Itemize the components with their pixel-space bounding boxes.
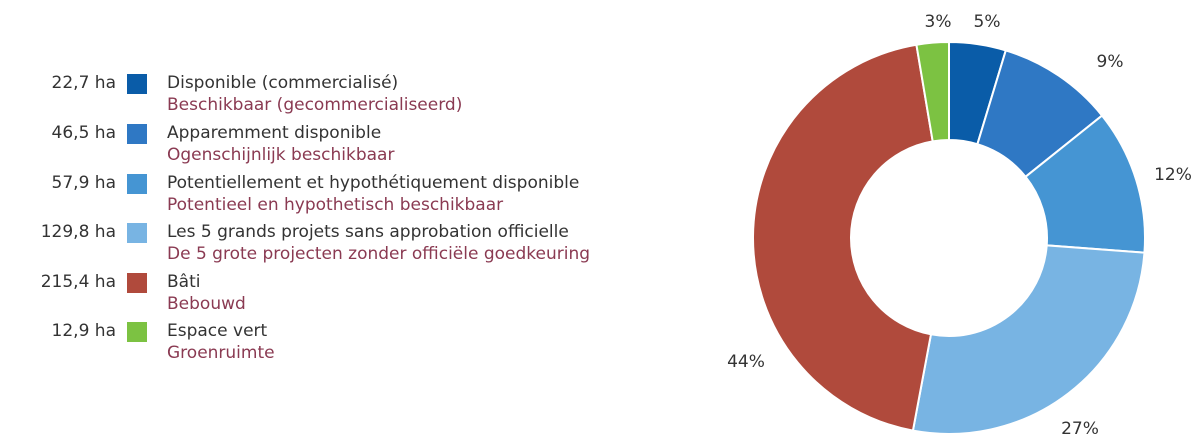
slice-percent-label: 3% (925, 12, 952, 32)
legend-item: 12,9 ha Espace vert Groenruimte (0, 319, 700, 369)
legend-value: 46,5 ha (51, 123, 116, 143)
legend-swatch (127, 74, 147, 94)
legend-swatch (127, 174, 147, 194)
legend-value: 215,4 ha (40, 272, 116, 292)
legend-value: 57,9 ha (51, 173, 116, 193)
legend-item: 46,5 ha Apparemment disponible Ogenschijnl… (0, 121, 700, 171)
slice-percent-label: 27% (1061, 419, 1099, 439)
donut-chart-svg: 5% 9% 12% 27% 44% 3% (727, 12, 1192, 439)
legend-item: 215,4 ha Bâti Bebouwd (0, 270, 700, 320)
legend-value: 12,9 ha (51, 321, 116, 341)
legend-label-nl: Bebouwd (167, 294, 246, 314)
slice-percent-label: 44% (727, 352, 765, 372)
legend-label-fr: Disponible (commercialisé) (167, 73, 399, 93)
legend-swatch (127, 322, 147, 342)
legend-item: 22,7 ha Disponible (commercialisé) Beschik… (0, 71, 700, 121)
legend-swatch (127, 223, 147, 243)
legend-label-fr: Apparemment disponible (167, 123, 382, 143)
legend-label-nl: Ogenschijnlijk beschikbaar (167, 145, 395, 165)
legend-value: 129,8 ha (40, 222, 116, 242)
legend-label-fr: Espace vert (167, 321, 268, 341)
slice-percent-label: 5% (974, 12, 1001, 32)
slice-percent-label: 9% (1097, 52, 1124, 72)
legend-label-nl: Groenruimte (167, 343, 275, 363)
legend-item: 57,9 ha Potentiellement et hypothétiqueme… (0, 171, 700, 221)
legend-swatch (127, 124, 147, 144)
legend-label-nl: De 5 grote projecten zonder officiële go… (167, 244, 591, 264)
donut-slice (915, 40, 950, 143)
legend-value: 22,7 ha (51, 73, 116, 93)
donut-chart: 5% 9% 12% 27% 44% 3% (700, 0, 1203, 439)
legend-item: 129,8 ha Les 5 grands projets sans approb… (0, 220, 700, 270)
legend-label-fr: Bâti (167, 272, 201, 292)
legend-label-nl: Beschikbaar (gecommercialiseerd) (167, 95, 463, 115)
legend-label-nl: Potentieel en hypothetisch beschikbaar (167, 195, 504, 215)
donut-slice (911, 244, 1146, 435)
donut-slice (752, 43, 934, 432)
legend-swatch (127, 273, 147, 293)
slice-percent-label: 12% (1154, 165, 1192, 185)
legend-label-fr: Potentiellement et hypothétiquement disp… (167, 173, 580, 193)
chart-legend: 22,7 ha Disponible (commercialisé) Beschik… (0, 71, 700, 369)
legend-label-fr: Les 5 grands projets sans approbation of… (167, 222, 569, 242)
